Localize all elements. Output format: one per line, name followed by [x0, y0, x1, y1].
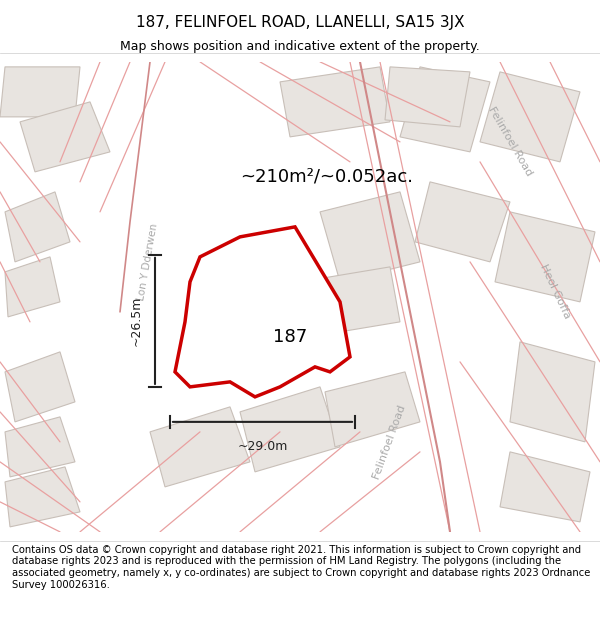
Text: ~29.0m: ~29.0m	[238, 440, 287, 453]
Polygon shape	[320, 192, 420, 282]
Polygon shape	[480, 72, 580, 162]
Text: 187: 187	[273, 328, 307, 346]
Text: Felinfoel Road: Felinfoel Road	[486, 106, 534, 178]
Polygon shape	[240, 387, 340, 472]
Polygon shape	[0, 67, 80, 117]
Polygon shape	[280, 67, 390, 137]
Polygon shape	[5, 417, 75, 477]
Polygon shape	[495, 212, 595, 302]
Polygon shape	[175, 227, 350, 397]
Polygon shape	[150, 407, 250, 487]
Text: Lon Y Dderwen: Lon Y Dderwen	[136, 222, 160, 301]
Text: ~210m²/~0.052ac.: ~210m²/~0.052ac.	[240, 168, 413, 186]
Text: Contains OS data © Crown copyright and database right 2021. This information is : Contains OS data © Crown copyright and d…	[12, 545, 590, 589]
Polygon shape	[385, 67, 470, 127]
Polygon shape	[5, 352, 75, 422]
Polygon shape	[20, 102, 110, 172]
Polygon shape	[510, 342, 595, 442]
Polygon shape	[325, 372, 420, 447]
Polygon shape	[5, 467, 80, 527]
Text: ~26.5m: ~26.5m	[130, 296, 143, 346]
Text: Map shows position and indicative extent of the property.: Map shows position and indicative extent…	[120, 40, 480, 53]
Text: Heol Goffa: Heol Goffa	[538, 263, 572, 321]
Text: Felinfoel Road: Felinfoel Road	[372, 403, 408, 481]
Polygon shape	[415, 182, 510, 262]
Polygon shape	[300, 267, 400, 337]
Polygon shape	[400, 67, 490, 152]
Polygon shape	[5, 192, 70, 262]
Text: 187, FELINFOEL ROAD, LLANELLI, SA15 3JX: 187, FELINFOEL ROAD, LLANELLI, SA15 3JX	[136, 15, 464, 30]
Polygon shape	[5, 257, 60, 317]
Polygon shape	[500, 452, 590, 522]
